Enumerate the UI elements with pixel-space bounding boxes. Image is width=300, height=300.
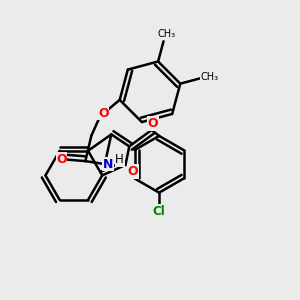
Text: O: O <box>98 107 109 120</box>
Text: Cl: Cl <box>153 205 166 218</box>
Text: CH₃: CH₃ <box>158 29 175 39</box>
Text: O: O <box>128 165 138 178</box>
Text: O: O <box>148 117 158 130</box>
Text: O: O <box>56 152 67 166</box>
Text: CH₃: CH₃ <box>200 72 218 82</box>
Text: N: N <box>103 158 113 171</box>
Text: H: H <box>115 153 124 166</box>
